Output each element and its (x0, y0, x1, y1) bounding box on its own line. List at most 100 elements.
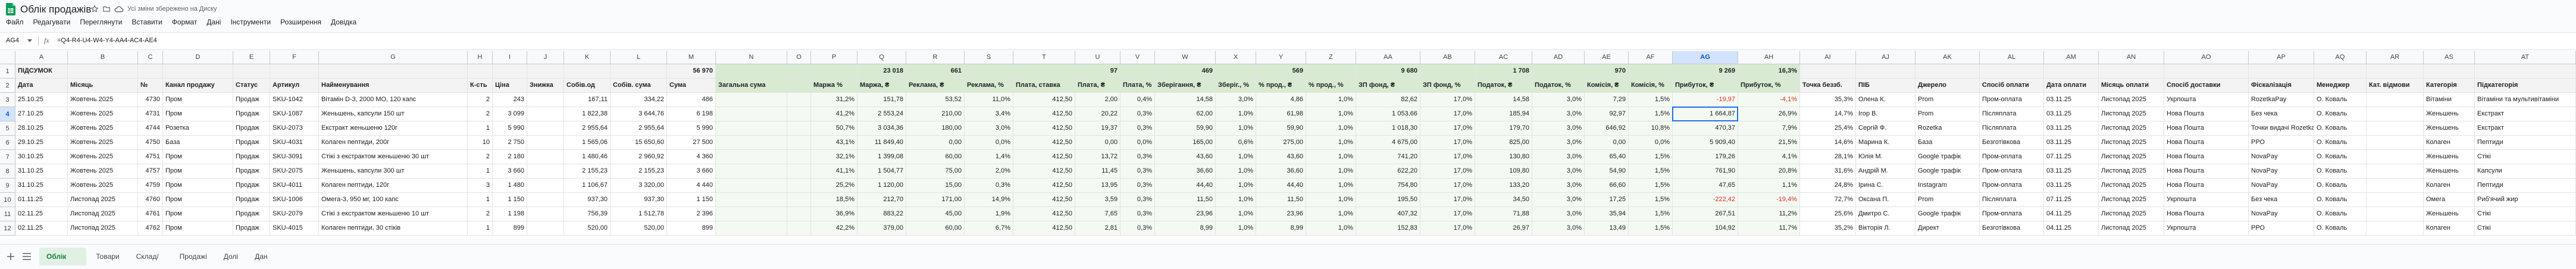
total-cell[interactable]: 661 (906, 64, 965, 79)
cell[interactable]: 1 480 (493, 179, 527, 193)
cell[interactable]: 0,6% (1216, 136, 1256, 150)
cell[interactable]: Продаж (233, 164, 270, 179)
total-cell[interactable] (493, 64, 527, 79)
row-header[interactable]: 3 (0, 93, 15, 107)
total-cell[interactable] (319, 64, 468, 79)
cell[interactable]: 3,0% (1532, 193, 1585, 207)
cell[interactable] (527, 150, 564, 164)
cell[interactable] (787, 164, 811, 179)
cell[interactable]: 3,0% (1216, 93, 1256, 107)
column-title[interactable]: № (138, 79, 163, 93)
cell[interactable]: 646,92 (1585, 121, 1629, 136)
cell[interactable] (716, 207, 787, 221)
cell[interactable]: Пром-оплата (1980, 179, 2044, 193)
cell[interactable]: Пром (163, 179, 233, 193)
cell[interactable]: 1,5% (1629, 107, 1673, 121)
column-header[interactable]: AB (1420, 51, 1475, 64)
cell[interactable]: 379,00 (857, 221, 906, 236)
column-header[interactable]: P (811, 51, 857, 64)
cell[interactable]: NovaPay (2249, 150, 2314, 164)
cell[interactable]: 27.10.25 (15, 107, 68, 121)
cell[interactable]: О. Коваль (2314, 221, 2367, 236)
total-cell[interactable] (1216, 64, 1256, 79)
cell[interactable]: 1 (468, 121, 493, 136)
total-cell[interactable] (1915, 64, 1980, 79)
cell[interactable]: 75,00 (906, 164, 965, 179)
column-header[interactable]: AN (2099, 51, 2164, 64)
cell[interactable]: 11,0% (965, 93, 1013, 107)
total-cell[interactable] (564, 64, 611, 79)
cell[interactable]: 2,00 (1075, 93, 1120, 107)
cell[interactable]: Пром-оплата (1980, 93, 2044, 107)
cell[interactable] (716, 193, 787, 207)
cell[interactable] (527, 164, 564, 179)
cell[interactable]: 27 500 (667, 136, 716, 150)
cell[interactable]: Олена К. (1856, 93, 1915, 107)
column-title[interactable]: Зберігання, ₴ (1155, 79, 1216, 93)
cell[interactable]: 29.10.25 (15, 136, 68, 150)
cell[interactable]: 520,00 (564, 221, 611, 236)
column-title[interactable]: Ціна (493, 79, 527, 93)
cell[interactable]: 6,7% (965, 221, 1013, 236)
cell[interactable]: Нова Пошта (2164, 121, 2249, 136)
menu-item[interactable]: Розширення (280, 18, 322, 26)
cell[interactable] (787, 179, 811, 193)
cell[interactable] (527, 107, 564, 121)
cell[interactable]: RozetkaPay (2249, 93, 2314, 107)
cell[interactable]: Продаж (233, 221, 270, 236)
cell[interactable]: 0,00 (906, 136, 965, 150)
cell[interactable]: 1 664,87 (1673, 107, 1738, 121)
cell[interactable]: 72,7% (1800, 193, 1856, 207)
row-header[interactable]: 7 (0, 150, 15, 164)
cell[interactable]: 7,65 (1075, 207, 1120, 221)
cell[interactable]: 18,5% (811, 193, 857, 207)
cell[interactable]: SKU-2079 (270, 207, 319, 221)
cell[interactable]: 412,50 (1013, 121, 1075, 136)
row-header[interactable]: 11 (0, 207, 15, 221)
column-header[interactable]: AG (1673, 51, 1738, 64)
column-header[interactable]: C (138, 51, 163, 64)
cell[interactable]: 243 (493, 93, 527, 107)
cell[interactable]: Пром (163, 107, 233, 121)
cell[interactable]: Пром (163, 164, 233, 179)
cell[interactable]: 1,0% (1306, 150, 1356, 164)
cell[interactable]: 171,00 (906, 193, 965, 207)
column-header[interactable]: D (163, 51, 233, 64)
formula-text[interactable]: =Q4-R4-U4-W4-Y4-AA4-AC4-AE4 (57, 37, 157, 44)
cell[interactable]: Instagram (1915, 179, 1980, 193)
cell[interactable]: Женьшень (2424, 107, 2475, 121)
total-cell[interactable] (1306, 64, 1356, 79)
cell[interactable]: 4760 (138, 193, 163, 207)
cell[interactable]: 45,00 (906, 207, 965, 221)
column-header[interactable]: AM (2044, 51, 2099, 64)
cell[interactable]: Женьшень (2424, 121, 2475, 136)
cell[interactable]: 1 399,08 (857, 150, 906, 164)
cell[interactable]: 01.11.25 (15, 193, 68, 207)
cell[interactable]: Листопад 2025 (2099, 179, 2164, 193)
cell[interactable]: 4751 (138, 150, 163, 164)
cell[interactable] (716, 136, 787, 150)
cell[interactable]: 0,00 (1075, 136, 1120, 150)
cell[interactable]: 13,95 (1075, 179, 1120, 193)
sheet-tab[interactable]: Склад/Прогноз (136, 252, 159, 261)
cell[interactable]: Сергій Ф. (1856, 121, 1915, 136)
column-title[interactable]: Кат. відмови (2367, 79, 2424, 93)
cell[interactable]: 2 750 (493, 136, 527, 150)
total-cell[interactable] (1532, 64, 1585, 79)
cell[interactable]: 14,9% (965, 193, 1013, 207)
cell[interactable]: 210,00 (906, 107, 965, 121)
cell[interactable]: Нова Пошта (2164, 150, 2249, 164)
cell[interactable]: 03.11.25 (2044, 121, 2099, 136)
row-header[interactable]: 1 (0, 64, 15, 79)
cell[interactable]: 13,49 (1585, 221, 1629, 236)
cell[interactable]: 4759 (138, 179, 163, 193)
cell[interactable]: 1 198 (493, 207, 527, 221)
cell[interactable]: 7,9% (1738, 121, 1800, 136)
menu-item[interactable]: Файл (6, 18, 24, 26)
cell[interactable]: Екстракт (2475, 121, 2576, 136)
cell[interactable]: Листопад 2025 (2099, 136, 2164, 150)
cell[interactable]: Колаген пептиди, 200г (319, 136, 468, 150)
menu-item[interactable]: Інструменти (230, 18, 271, 26)
cell[interactable]: Післяплата (1980, 121, 2044, 136)
cell[interactable]: 1 053,66 (1356, 107, 1420, 121)
